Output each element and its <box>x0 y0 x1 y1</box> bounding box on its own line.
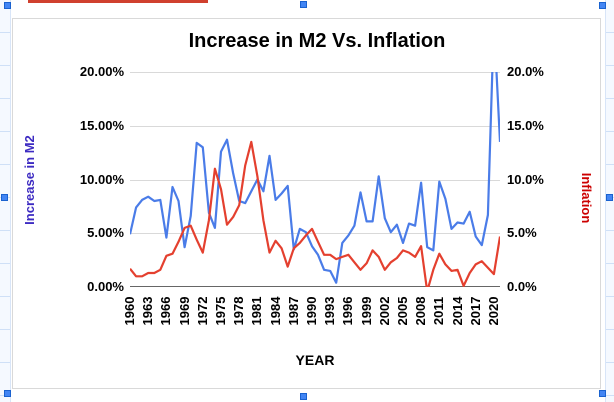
right-axis-tick-label: 10.0% <box>507 171 544 187</box>
spreadsheet-cells-left-edge <box>0 0 11 402</box>
x-axis-tick-label: 1996 <box>340 296 356 326</box>
x-axis-tick-label: 1987 <box>285 296 301 326</box>
right-axis-tick-label: 5.0% <box>507 225 537 241</box>
selection-handle-middle-left[interactable] <box>1 194 8 201</box>
selection-handle-top-center[interactable] <box>300 1 307 8</box>
right-axis-tick-label: 0.0% <box>507 279 537 294</box>
x-axis-tick-label: 2014 <box>449 296 465 326</box>
x-axis-tick-label: 2008 <box>413 296 429 326</box>
left-axis-tick-label: 0.00% <box>87 279 124 294</box>
right-axis-tick-label: 20.0% <box>507 64 544 79</box>
right-axis-tick-label: 15.0% <box>507 117 544 133</box>
m2-line <box>130 72 500 284</box>
right-axis-title: Inflation <box>579 172 594 224</box>
x-axis-tick-label: 1981 <box>249 296 265 326</box>
x-axis-tick-label: 1966 <box>158 296 174 326</box>
selection-handle-bottom-left[interactable] <box>4 390 11 397</box>
x-axis-tick-label: 1978 <box>231 296 247 326</box>
x-axis-title: YEAR <box>295 352 335 368</box>
x-axis-tick-label: 2005 <box>394 296 410 326</box>
left-axis-tick-label: 5.00% <box>87 225 124 241</box>
selection-handle-bottom-right[interactable] <box>599 390 606 397</box>
selection-handle-bottom-center[interactable] <box>300 393 307 400</box>
x-axis-tick-label: 2020 <box>485 296 501 326</box>
x-axis-tick-label: 1990 <box>303 296 319 326</box>
spreadsheet-cells-right-edge <box>605 0 614 402</box>
selection-handle-middle-right[interactable] <box>606 194 613 201</box>
chart-title: Increase in M2 Vs. Inflation <box>188 30 446 52</box>
x-axis-tick-label: 1960 <box>122 296 137 326</box>
x-axis-tick-label: 1975 <box>212 296 228 326</box>
x-axis-tick-label: 1972 <box>194 296 210 326</box>
x-axis-tick-label: 2011 <box>431 296 447 326</box>
left-axis-tick-label: 15.00% <box>79 117 124 133</box>
x-axis-tick-label: 1993 <box>322 296 338 326</box>
plot-area <box>130 72 500 287</box>
x-axis-tick-label: 1984 <box>267 296 283 326</box>
selection-handle-top-right[interactable] <box>599 2 606 9</box>
inflation-line <box>130 140 500 287</box>
left-axis-tick-label: 20.00% <box>79 64 124 79</box>
x-axis-tick-label: 1969 <box>176 296 192 326</box>
left-axis-tick-label: 10.00% <box>79 171 124 187</box>
x-axis-tick-label: 2002 <box>376 296 392 326</box>
left-axis-title: Increase in M2 <box>22 135 37 225</box>
red-cell-border <box>28 0 208 3</box>
selection-handle-top-left[interactable] <box>4 2 11 9</box>
x-axis-tick-label: 1999 <box>358 296 374 326</box>
chart-frame[interactable] <box>12 18 601 389</box>
x-axis-tick-label: 2017 <box>467 296 483 326</box>
x-axis-tick-label: 1963 <box>140 296 156 326</box>
